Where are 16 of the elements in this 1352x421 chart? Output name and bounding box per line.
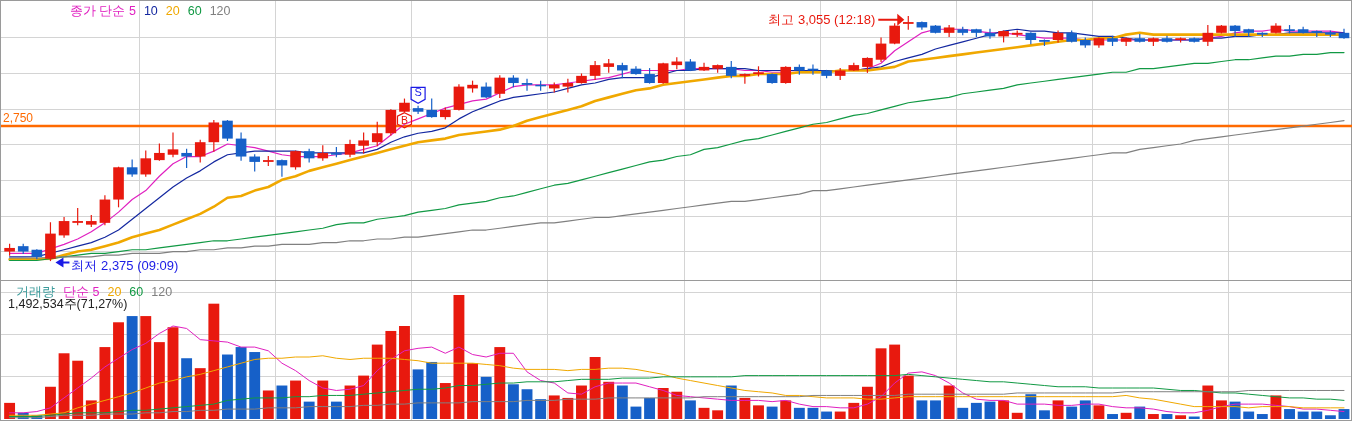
text: 60	[129, 285, 144, 299]
text: 10	[143, 4, 158, 18]
text: 20	[107, 285, 122, 299]
text: 120	[151, 285, 173, 299]
annotation: 최저 2,375 (09:09)	[71, 257, 179, 273]
text: 60	[187, 4, 202, 18]
text: 120	[209, 4, 231, 18]
annotation: 1,492,534주(71,27%)	[8, 297, 128, 311]
text: 종가 단순 5	[70, 4, 136, 18]
annotation: B	[400, 114, 408, 127]
annotation: S	[414, 86, 422, 99]
annotation: 최고 3,055 (12:18)	[768, 12, 876, 28]
text: 단순 5	[63, 285, 100, 299]
ref-line-label: 2,750	[3, 110, 34, 125]
text: 20	[165, 4, 180, 18]
legend-title: 거래량	[16, 285, 55, 299]
